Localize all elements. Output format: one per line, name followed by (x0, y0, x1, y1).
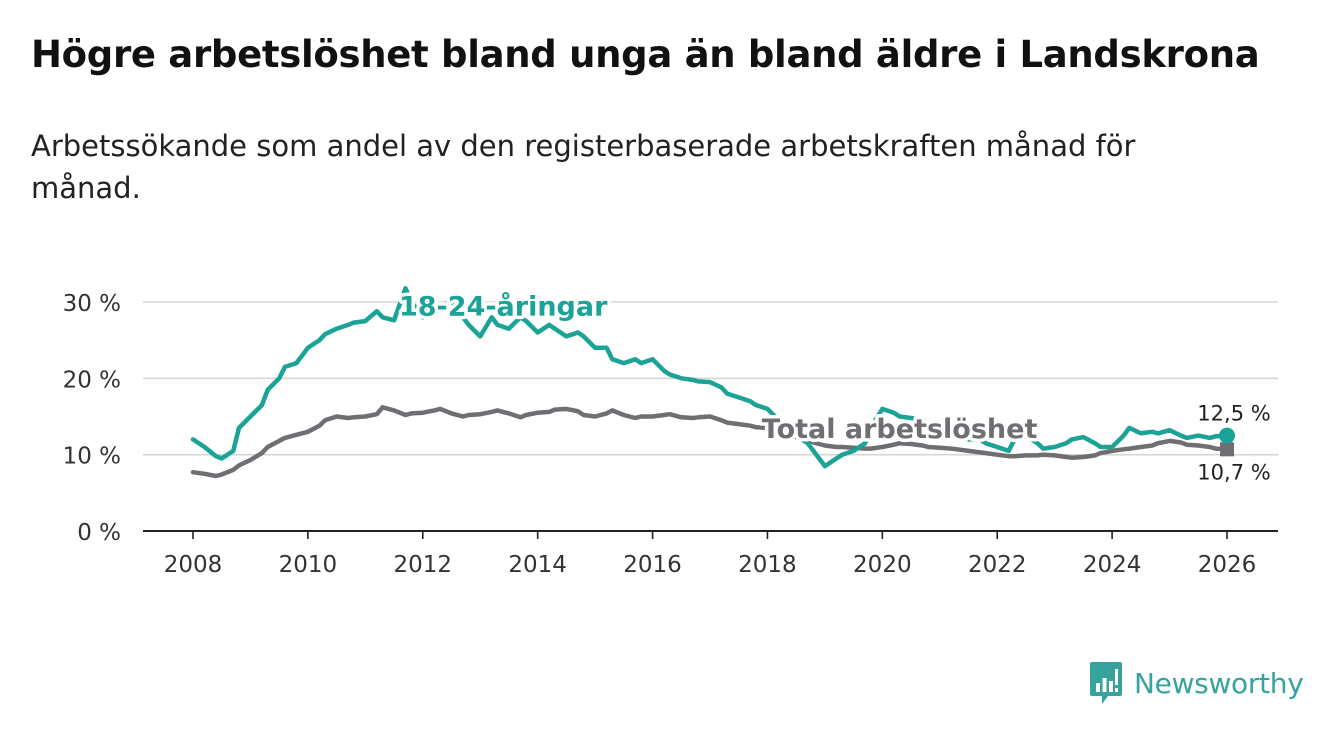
chart-subtitle: Arbetssökande som andel av den registerb… (31, 129, 1136, 205)
chart-title: Högre arbetslöshet bland unga än bland ä… (31, 33, 1260, 76)
x-tick-label: 2022 (968, 552, 1027, 578)
x-tick-label: 2020 (853, 552, 912, 578)
end-value-label-18-24: 12,5 % (1197, 402, 1270, 426)
series-label-total: Total arbetslöshet (762, 414, 1038, 445)
series-end-marker-total (1220, 442, 1234, 457)
x-tick-label: 2026 (1198, 552, 1257, 578)
x-tick-label: 2012 (394, 552, 453, 578)
newsworthy-logo-icon (1090, 662, 1122, 704)
y-tick-label: 0 % (77, 520, 121, 546)
series-label-18-24: 18-24-åringar (399, 291, 608, 323)
x-tick-label: 2016 (623, 552, 682, 578)
x-tick-label: 2008 (164, 552, 223, 578)
brand-name: Newsworthy (1134, 666, 1304, 700)
x-tick-label: 2014 (508, 552, 567, 578)
x-tick-label: 2024 (1083, 552, 1142, 578)
y-tick-label: 30 % (63, 291, 121, 317)
series-end-marker-18-24 (1219, 427, 1235, 444)
x-tick-label: 2010 (279, 552, 338, 578)
end-value-label-total: 10,7 % (1197, 460, 1270, 484)
x-tick-label: 2018 (738, 552, 797, 578)
series-line-18-24 (190, 286, 1230, 469)
series-line-total (190, 405, 1230, 479)
y-tick-label: 20 % (63, 367, 121, 393)
brand: Newsworthy (1088, 660, 1304, 706)
y-tick-label: 10 % (63, 444, 121, 470)
